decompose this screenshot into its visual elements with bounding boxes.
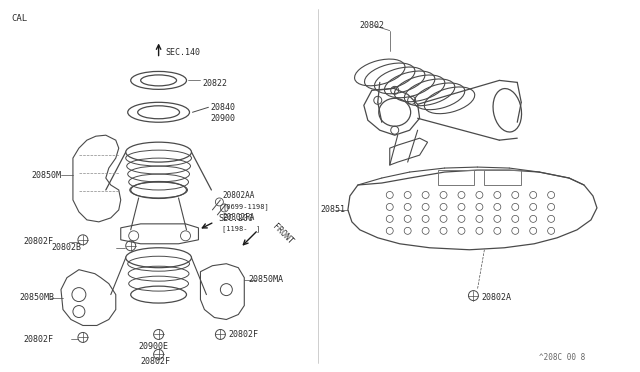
- Text: 20802FA: 20802FA: [222, 214, 255, 222]
- Text: 20802: 20802: [360, 21, 385, 30]
- Text: 20802AA: 20802AA: [222, 192, 255, 201]
- Text: 20802F: 20802F: [228, 330, 259, 339]
- Text: 20802F: 20802F: [141, 357, 171, 366]
- Text: 20802A: 20802A: [481, 293, 511, 302]
- Text: 20802F: 20802F: [23, 335, 53, 344]
- Text: 20802B: 20802B: [51, 243, 81, 252]
- Text: 20850MA: 20850MA: [248, 275, 284, 284]
- Text: ^208C 00 8: ^208C 00 8: [539, 353, 586, 362]
- Text: 20900E: 20900E: [139, 342, 169, 351]
- Text: 20850M: 20850M: [31, 170, 61, 180]
- Text: SEC.200: SEC.200: [218, 214, 253, 223]
- Text: [1198-  ]: [1198- ]: [222, 225, 260, 232]
- Text: 20840: 20840: [211, 103, 236, 112]
- Text: 20802F: 20802F: [23, 237, 53, 246]
- Text: FRONT: FRONT: [271, 222, 295, 246]
- Text: CAL: CAL: [11, 14, 28, 23]
- Text: [0699-1198]: [0699-1198]: [222, 203, 269, 210]
- Text: 20900: 20900: [211, 114, 236, 123]
- Text: 20822: 20822: [202, 79, 227, 88]
- Text: 20851: 20851: [320, 205, 345, 214]
- Text: 20850MB: 20850MB: [19, 293, 54, 302]
- Text: SEC.140: SEC.140: [166, 48, 200, 57]
